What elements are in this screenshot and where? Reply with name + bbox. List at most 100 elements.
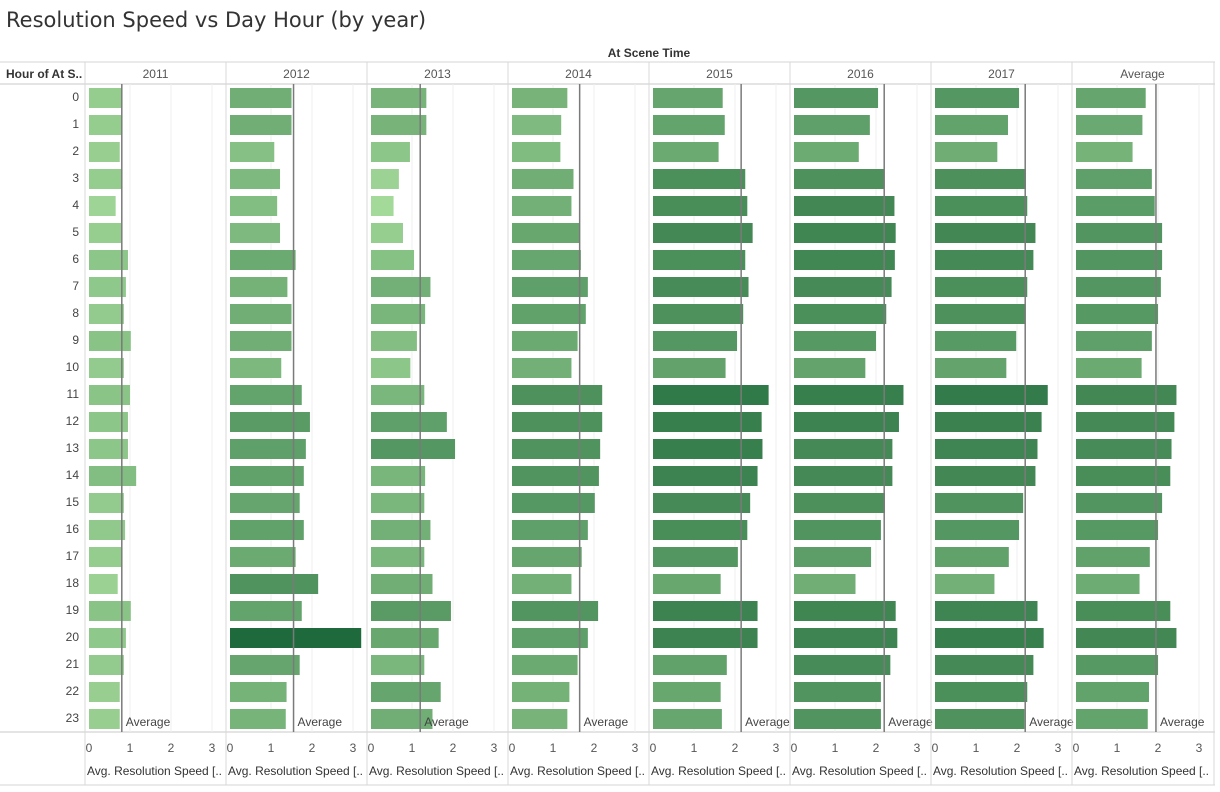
bar [89, 250, 128, 270]
bar [512, 655, 578, 675]
bar [512, 628, 588, 648]
bar [935, 547, 1009, 567]
x-axis-title: Avg. Resolution Speed [.. [651, 764, 786, 778]
bar [512, 304, 586, 324]
pane-header-year: 2017 [988, 67, 1015, 81]
x-tick-label: 2 [309, 741, 316, 755]
row-label-hour: 15 [66, 495, 80, 509]
bar [1076, 601, 1171, 621]
bar [935, 196, 1028, 216]
bar [653, 88, 723, 108]
x-tick-label: 0 [86, 741, 93, 755]
bar [512, 601, 599, 621]
bar [935, 331, 1017, 351]
row-label-hour: 23 [66, 711, 80, 725]
bar [794, 601, 896, 621]
bar [230, 466, 304, 486]
bar [1076, 88, 1146, 108]
x-tick-label: 0 [932, 741, 939, 755]
bar [935, 466, 1036, 486]
row-label-hour: 5 [72, 225, 79, 239]
bar [89, 439, 128, 459]
bar [89, 115, 122, 135]
bar [653, 682, 721, 702]
bar [794, 709, 881, 729]
bar [794, 520, 881, 540]
bar [1076, 358, 1142, 378]
bar [89, 601, 131, 621]
bar [1076, 196, 1155, 216]
bar [89, 493, 124, 513]
bar [1076, 574, 1140, 594]
row-label-hour: 22 [66, 684, 80, 698]
x-tick-label: 1 [691, 741, 698, 755]
x-tick-label: 1 [832, 741, 839, 755]
pane-header-year: 2013 [424, 67, 451, 81]
x-tick-label: 0 [227, 741, 234, 755]
row-label-hour: 10 [66, 360, 80, 374]
x-tick-label: 1 [268, 741, 275, 755]
x-axis-title: Avg. Resolution Speed [.. [933, 764, 1068, 778]
bar [371, 601, 451, 621]
bar [371, 709, 433, 729]
bar [794, 466, 893, 486]
bar [371, 169, 399, 189]
bar [653, 628, 758, 648]
bar [230, 601, 302, 621]
bar [794, 412, 899, 432]
bar [935, 412, 1042, 432]
bar [230, 520, 304, 540]
bar [1076, 304, 1158, 324]
bar [653, 142, 719, 162]
bar [230, 304, 292, 324]
bar [653, 412, 762, 432]
bar [512, 250, 581, 270]
bar [230, 169, 281, 189]
x-tick-label: 2 [873, 741, 880, 755]
chart-title: Resolution Speed vs Day Hour (by year) [6, 8, 427, 32]
average-label: Average [126, 715, 171, 729]
bar [935, 628, 1044, 648]
row-label-hour: 20 [66, 630, 80, 644]
bar [371, 574, 433, 594]
bar [794, 331, 876, 351]
bar [230, 196, 278, 216]
bar [371, 547, 425, 567]
bar [1076, 547, 1150, 567]
bar [935, 169, 1027, 189]
bar [230, 709, 286, 729]
bar [371, 358, 411, 378]
bar [512, 385, 603, 405]
bar [794, 304, 887, 324]
x-tick-label: 0 [650, 741, 657, 755]
bar [89, 331, 131, 351]
x-axis-title: Avg. Resolution Speed [.. [369, 764, 504, 778]
bar [653, 709, 722, 729]
bar [371, 466, 426, 486]
bar [653, 115, 725, 135]
bar [512, 115, 562, 135]
bar [653, 547, 738, 567]
x-tick-label: 1 [409, 741, 416, 755]
bar [1076, 439, 1172, 459]
bar [371, 250, 415, 270]
bar [794, 277, 892, 297]
bar [794, 574, 856, 594]
bar [89, 142, 120, 162]
x-axis-title: Avg. Resolution Speed [.. [228, 764, 363, 778]
bar [935, 493, 1024, 513]
bar [371, 304, 426, 324]
bar [653, 466, 758, 486]
bar [935, 709, 1025, 729]
bar [653, 574, 721, 594]
bar [230, 574, 319, 594]
x-tick-label: 0 [368, 741, 375, 755]
bar [89, 412, 128, 432]
bar [89, 169, 122, 189]
bar [371, 331, 417, 351]
bar [230, 358, 282, 378]
average-label: Average [584, 715, 629, 729]
bar [512, 520, 588, 540]
row-label-hour: 13 [66, 441, 80, 455]
